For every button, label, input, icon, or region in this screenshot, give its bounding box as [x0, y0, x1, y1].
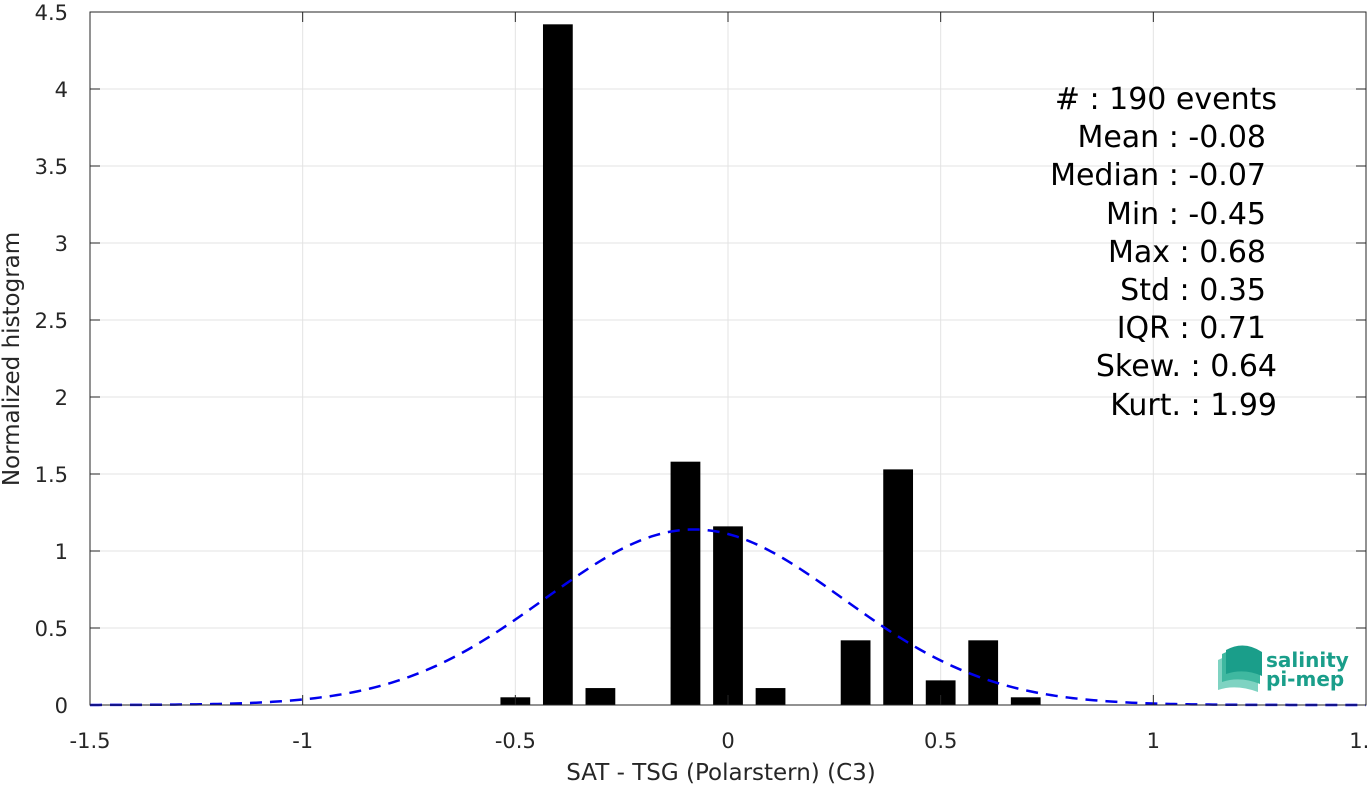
stat-max: Max : 0.68 [1108, 235, 1266, 270]
x-tick-label: 1.5 [1349, 729, 1367, 753]
logo-waves-icon [1218, 645, 1262, 692]
axis-ticks [89, 11, 1367, 706]
x-tick-label: -1.5 [70, 729, 111, 753]
x-tick-label: -0.5 [495, 729, 536, 753]
y-tick-label: 3 [55, 232, 68, 256]
x-tick-labels: -1.5 -1 -0.5 0 0.5 1 1.5 [70, 729, 1367, 753]
histogram-bar [968, 640, 999, 705]
histogram-bar [883, 469, 914, 705]
logo-line1: salinity [1266, 648, 1349, 672]
y-tick-label: 3.5 [35, 155, 68, 179]
x-tick-label: 0 [721, 729, 734, 753]
histogram-bar [1010, 697, 1041, 705]
y-tick-labels: 0 0.5 1 1.5 2 2.5 3 3.5 4 4.5 [35, 1, 68, 718]
histogram-bar [713, 526, 743, 705]
stat-skew: Skew. : 0.64 [1096, 349, 1277, 384]
x-tick-label: 0.5 [924, 729, 957, 753]
statistics-box: # : 190 events Mean : -0.08 Median : -0.… [1050, 82, 1277, 423]
y-tick-label: 1 [55, 540, 68, 564]
stat-median: Median : -0.07 [1050, 158, 1266, 193]
x-axis-label: SAT - TSG (Polarstern) (C3) [566, 760, 875, 785]
salinity-pimep-logo: salinity pi-mep [1218, 645, 1349, 692]
stat-kurt: Kurt. : 1.99 [1110, 388, 1277, 423]
stat-min: Min : -0.45 [1106, 197, 1266, 232]
histogram-bar [585, 688, 616, 705]
stat-events: # : 190 events [1055, 82, 1277, 117]
y-tick-label: 2 [55, 386, 68, 410]
stat-iqr: IQR : 0.71 [1117, 311, 1266, 346]
y-tick-label: 2.5 [35, 309, 68, 333]
y-tick-label: 1.5 [35, 463, 68, 487]
histogram-bar [755, 688, 786, 705]
histogram-bar [840, 640, 871, 705]
histogram-bar [542, 24, 573, 705]
histogram-bar [670, 461, 701, 705]
x-tick-label: -1 [292, 729, 313, 753]
y-tick-label: 0 [55, 694, 68, 718]
x-tick-label: 1 [1147, 729, 1160, 753]
stat-std: Std : 0.35 [1120, 273, 1266, 308]
stat-mean: Mean : -0.08 [1077, 120, 1266, 155]
logo-line2: pi-mep [1266, 667, 1344, 691]
y-tick-label: 0.5 [35, 617, 68, 641]
y-tick-label: 4.5 [35, 1, 68, 25]
y-tick-label: 4 [55, 78, 68, 102]
bars [500, 24, 1041, 705]
y-axis-label: Normalized histogram [0, 232, 25, 486]
